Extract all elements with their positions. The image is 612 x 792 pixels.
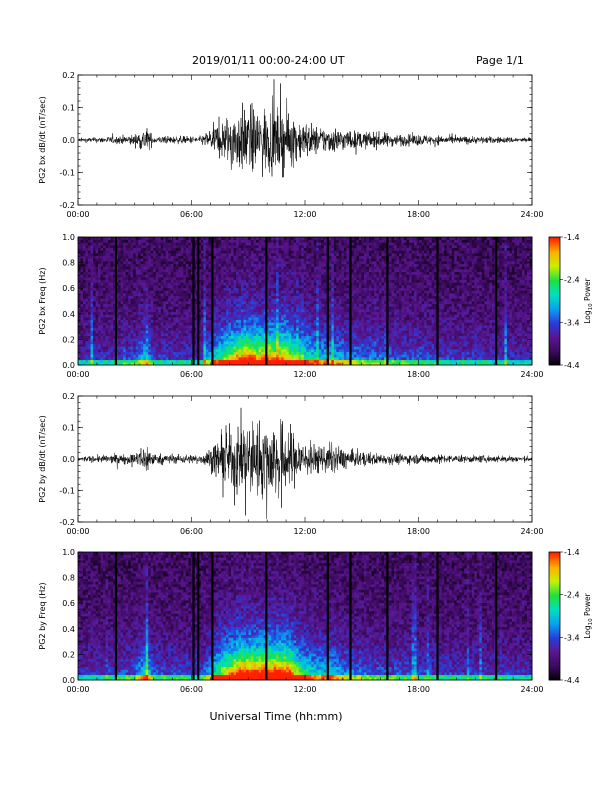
x-tick-label: 12:00 [293,370,316,379]
data-gap-stripe [211,552,214,680]
data-gap-stripe [211,237,214,365]
spectrogram-image [78,552,533,681]
y-tick-label: 0.2 [62,392,75,401]
y-tick-label: 0.8 [62,574,75,583]
colorbar-tick-label: -4.4 [564,676,580,685]
y-tick-label: 0.4 [62,625,75,634]
data-gap-stripe [349,552,352,680]
data-gap-stripe [386,552,389,680]
y-tick-label: 0.8 [62,259,75,268]
data-gap-stripe [114,237,118,365]
x-tick-label: 06:00 [180,527,203,536]
x-tick-label: 00:00 [66,527,89,536]
y-axis-title: PG2 by Freq (Hz) [38,582,47,649]
y-tick-label: 0.6 [62,599,75,608]
y-tick-label: 0.0 [62,136,75,145]
x-tick-label: 18:00 [407,527,430,536]
x-tick-label: 06:00 [180,685,203,694]
x-tick-label: 24:00 [520,527,543,536]
x-tick-label: 06:00 [180,370,203,379]
x-tick-label: 18:00 [407,210,430,219]
colorbar-title: Log10 Power [583,277,594,323]
y-tick-label: 0.0 [62,455,75,464]
x-tick-label: 18:00 [407,685,430,694]
x-tick-label: 24:00 [520,210,543,219]
colorbar-tick-label: -3.4 [564,633,580,642]
colorbar-title: Log10 Power [583,592,594,638]
x-tick-label: 24:00 [520,370,543,379]
waveform-trace [78,79,532,178]
page-indicator: Page 1/1 [476,54,524,67]
x-axis-title: Universal Time (hh:mm) [210,710,343,723]
colorbar-title-main: Log [583,625,592,639]
waveform-trace [78,407,532,519]
by-spectrogram-panel: 00:00 06:00 12:00 18:00 24:00 1.0 0.8 0.6 0.4 0.2… [38,548,594,694]
y-tick-label: -0.2 [59,201,75,210]
x-tick-label: 18:00 [407,370,430,379]
y-tick-label: -0.1 [59,487,75,496]
y-tick-label: 0.1 [62,424,75,433]
x-tick-label: 00:00 [66,685,89,694]
x-tick-label: 12:00 [293,527,316,536]
x-tick-label: 00:00 [66,210,89,219]
colorbar-title-main: Log [583,310,592,324]
colorbar-tick-label: -2.4 [564,591,580,600]
bx-spectrogram-panel: 00:00 06:00 12:00 18:00 24:00 1.0 0.8 0.6 0.4 0.2… [38,233,594,379]
data-gap-stripe [349,237,352,365]
colorbar-title-rest: Power [583,277,592,303]
y-tick-label: 0.1 [62,104,75,113]
data-gap-stripe [495,237,498,365]
y-tick-label: 1.0 [62,548,75,557]
colorbar: -1.4 -2.4 -3.4 -4.4 Log10 Power [548,233,594,370]
data-gap-stripe [197,237,200,365]
x-tick-label: 12:00 [293,210,316,219]
y-tick-label: 0.6 [62,284,75,293]
colorbar-title-rest: Power [583,592,592,618]
y-axis-title: PG2 by dB/dt (nT/sec) [38,415,47,502]
y-tick-label: 0.4 [62,310,75,319]
data-gap-stripe [326,552,329,680]
x-tick-label: 12:00 [293,685,316,694]
data-gap-stripe [436,237,439,365]
data-gap-stripe [192,552,195,680]
data-gap-stripe [192,237,195,365]
colorbar-frame [548,551,561,681]
colorbar-title-sub: 10 [588,303,594,310]
y-tick-label: 0.0 [62,676,75,685]
data-gap-stripe [326,237,329,365]
colorbar: -1.4 -2.4 -3.4 -4.4 Log10 Power [548,548,594,685]
y-axis-title: PG2 bx dB/dt (nT/sec) [38,96,47,183]
data-gap-stripe [265,237,268,365]
y-tick-label: 0.2 [62,335,75,344]
y-tick-label: -0.2 [59,518,75,527]
y-tick-label: 0.0 [62,361,75,370]
x-tick-label: 06:00 [180,210,203,219]
data-gap-stripe [197,552,200,680]
colorbar-tick-label: -3.4 [564,318,580,327]
data-gap-stripe [495,552,498,680]
x-tick-label: 24:00 [520,685,543,694]
data-gap-stripe [114,552,118,680]
y-tick-label: 0.2 [62,71,75,80]
data-gap-stripe [436,552,439,680]
colorbar-tick-label: -1.4 [564,233,580,242]
y-tick-label: -0.1 [59,169,75,178]
data-gap-stripe [265,552,268,680]
y-tick-label: 0.2 [62,650,75,659]
y-axis-title: PG2 bx Freq (Hz) [38,267,47,334]
colorbar-tick-label: -2.4 [564,276,580,285]
y-tick-label: 1.0 [62,233,75,242]
by-waveform-panel: 00:00 06:00 12:00 18:00 24:00 0.2 0.1 0.0 -0.1 -0… [38,392,544,536]
data-gap-stripe [386,237,389,365]
colorbar-frame [548,236,561,366]
spectrogram-image [78,237,533,366]
x-tick-label: 00:00 [66,370,89,379]
colorbar-title-sub: 10 [588,618,594,625]
bx-waveform-panel: 00:00 06:00 12:00 18:00 24:00 0.2 0.1 0.0 -0.1 -0… [38,71,544,219]
colorbar-tick-label: -4.4 [564,361,580,370]
date-range-title: 2019/01/11 00:00-24:00 UT [192,54,345,67]
colorbar-tick-label: -1.4 [564,548,580,557]
